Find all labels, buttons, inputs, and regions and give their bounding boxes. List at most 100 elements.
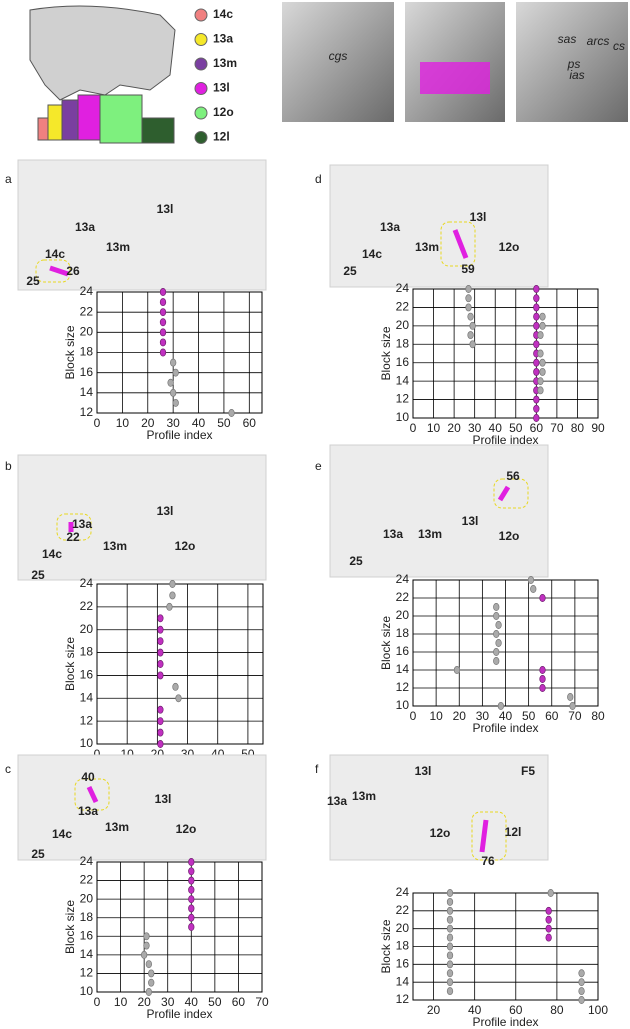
data-point [493, 612, 500, 620]
y-tick-label: 12 [80, 405, 94, 419]
x-tick-label: 20 [447, 421, 461, 435]
profile-marker [86, 785, 99, 804]
data-point [530, 585, 537, 593]
y-tick-label: 12 [396, 992, 410, 1006]
y-tick-label: 14 [396, 373, 410, 387]
data-point [157, 614, 164, 623]
section-label: 13l [415, 764, 432, 778]
data-point [545, 915, 552, 924]
data-point [545, 906, 552, 915]
data-point [166, 602, 173, 611]
x-tick-label: 50 [522, 709, 536, 723]
data-point [578, 978, 585, 987]
data-point [157, 717, 164, 726]
section-label: 12o [176, 822, 197, 836]
y-axis-label: Block size [63, 637, 77, 691]
data-point [170, 388, 177, 397]
y-tick-label: 10 [396, 698, 410, 712]
legend-swatch [194, 33, 208, 46]
data-point [148, 978, 155, 987]
data-point [188, 904, 195, 913]
data-point [157, 740, 164, 748]
roi-outline [56, 513, 92, 541]
legend-label: 14c [213, 7, 233, 21]
panel-letter: d [315, 172, 322, 186]
section-label: 14c [362, 247, 382, 261]
data-point [539, 684, 546, 692]
section-image [329, 754, 549, 861]
section-label: 12o [499, 529, 520, 543]
data-point [539, 675, 546, 683]
section-image [17, 159, 267, 291]
data-point [228, 409, 235, 417]
x-tick-label: 80 [571, 421, 585, 435]
x-tick-label: 60 [232, 995, 246, 1009]
legend-label: 13l [213, 81, 230, 95]
data-point [469, 321, 476, 330]
x-tick-label: 60 [243, 416, 257, 430]
y-tick-label: 12 [396, 680, 410, 694]
data-point [545, 933, 552, 942]
section-label: 13m [105, 820, 129, 834]
y-tick-label: 20 [80, 622, 94, 636]
brain-images [282, 2, 628, 122]
x-axis-label: Profile index [146, 428, 212, 442]
data-point [446, 924, 454, 933]
x-tick-label: 90 [591, 421, 605, 435]
data-point [157, 625, 164, 634]
x-axis-label: Profile index [472, 433, 538, 447]
data-point [465, 294, 472, 303]
x-tick-label: 20 [427, 1003, 441, 1017]
plot-area [96, 861, 263, 993]
y-tick-label: 16 [80, 668, 94, 682]
legend-swatch [194, 106, 208, 120]
section-label: 25 [26, 274, 40, 288]
section-label: 14c [52, 827, 72, 841]
section-label: 13m [418, 527, 442, 541]
data-point [465, 303, 472, 312]
data-point [159, 328, 167, 337]
data-point [157, 728, 164, 737]
data-point [533, 321, 540, 330]
orbital-regions [420, 62, 490, 94]
x-tick-label: 70 [550, 421, 564, 435]
x-tick-label: 50 [217, 416, 231, 430]
legend-swatch [194, 131, 208, 144]
y-tick-label: 12 [80, 966, 94, 980]
legend-swatch [194, 57, 208, 71]
data-point [533, 358, 540, 367]
section-label: 12o [175, 539, 196, 553]
section-label: 13a [75, 220, 95, 234]
data-point [157, 637, 164, 646]
section-label: 12l [505, 825, 522, 839]
data-point [495, 639, 502, 647]
data-point [533, 367, 540, 376]
data-point [446, 951, 454, 960]
y-tick-label: 18 [396, 626, 410, 640]
data-point [467, 331, 474, 340]
x-tick-label: 30 [468, 421, 482, 435]
section-label: 13a [78, 804, 98, 818]
legend-label: 12o [213, 105, 234, 119]
section-label: 13m [106, 240, 130, 254]
data-point [539, 594, 546, 602]
section-label: 14c [42, 547, 62, 561]
data-point [175, 694, 182, 703]
section-image [17, 454, 267, 581]
x-tick-label: 70 [255, 995, 269, 1009]
section-label: 13a [72, 517, 92, 531]
section-label: 25 [349, 554, 363, 568]
y-tick-label: 22 [396, 590, 410, 604]
section-label: 13m [415, 240, 439, 254]
y-tick-label: 20 [80, 325, 94, 339]
y-axis-label: Block size [379, 919, 393, 973]
data-point [533, 303, 540, 312]
data-point [157, 648, 164, 657]
data-point [446, 978, 454, 987]
section-label: 13l [470, 210, 487, 224]
sulcus-label: cgs [329, 49, 348, 63]
data-point [446, 960, 454, 969]
data-point [172, 682, 179, 691]
data-point [159, 318, 167, 327]
